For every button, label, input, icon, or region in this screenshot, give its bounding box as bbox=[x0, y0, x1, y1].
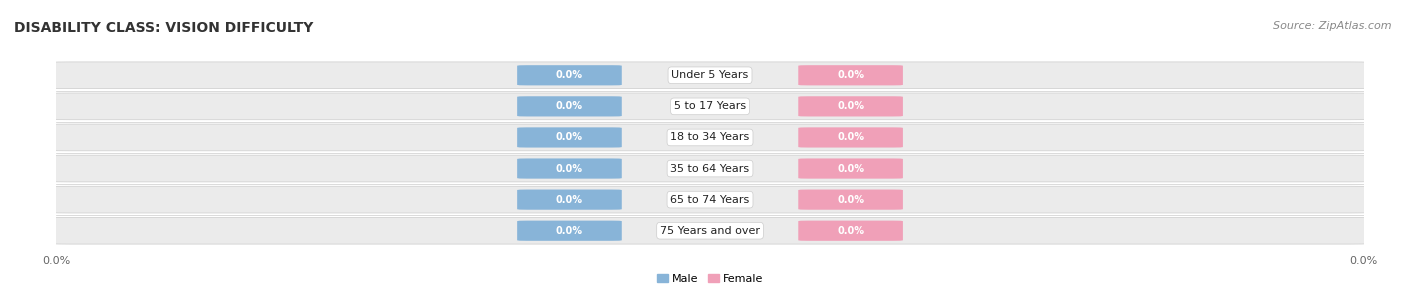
FancyBboxPatch shape bbox=[517, 65, 621, 85]
FancyBboxPatch shape bbox=[799, 189, 903, 210]
Legend: Male, Female: Male, Female bbox=[652, 270, 768, 289]
FancyBboxPatch shape bbox=[799, 96, 903, 117]
Text: Under 5 Years: Under 5 Years bbox=[672, 70, 748, 80]
Text: 0.0%: 0.0% bbox=[837, 226, 865, 236]
Text: 0.0%: 0.0% bbox=[555, 101, 583, 111]
FancyBboxPatch shape bbox=[44, 186, 1376, 213]
Text: 0.0%: 0.0% bbox=[555, 163, 583, 174]
Text: 0.0%: 0.0% bbox=[555, 195, 583, 205]
FancyBboxPatch shape bbox=[44, 155, 1376, 182]
FancyBboxPatch shape bbox=[517, 189, 621, 210]
Text: 65 to 74 Years: 65 to 74 Years bbox=[671, 195, 749, 205]
FancyBboxPatch shape bbox=[44, 217, 1376, 244]
FancyBboxPatch shape bbox=[517, 159, 621, 179]
Text: 0.0%: 0.0% bbox=[555, 70, 583, 80]
FancyBboxPatch shape bbox=[799, 221, 903, 241]
Text: 35 to 64 Years: 35 to 64 Years bbox=[671, 163, 749, 174]
FancyBboxPatch shape bbox=[799, 159, 903, 179]
FancyBboxPatch shape bbox=[44, 124, 1376, 151]
Text: DISABILITY CLASS: VISION DIFFICULTY: DISABILITY CLASS: VISION DIFFICULTY bbox=[14, 21, 314, 35]
Text: 0.0%: 0.0% bbox=[837, 163, 865, 174]
FancyBboxPatch shape bbox=[44, 93, 1376, 120]
FancyBboxPatch shape bbox=[44, 62, 1376, 89]
Text: 0.0%: 0.0% bbox=[837, 70, 865, 80]
Text: 0.0%: 0.0% bbox=[837, 132, 865, 143]
FancyBboxPatch shape bbox=[517, 127, 621, 147]
Text: 0.0%: 0.0% bbox=[837, 195, 865, 205]
Text: 5 to 17 Years: 5 to 17 Years bbox=[673, 101, 747, 111]
Text: 18 to 34 Years: 18 to 34 Years bbox=[671, 132, 749, 143]
FancyBboxPatch shape bbox=[517, 96, 621, 117]
Text: 0.0%: 0.0% bbox=[837, 101, 865, 111]
Text: 0.0%: 0.0% bbox=[555, 226, 583, 236]
FancyBboxPatch shape bbox=[799, 65, 903, 85]
Text: 0.0%: 0.0% bbox=[555, 132, 583, 143]
FancyBboxPatch shape bbox=[517, 221, 621, 241]
FancyBboxPatch shape bbox=[799, 127, 903, 147]
Text: Source: ZipAtlas.com: Source: ZipAtlas.com bbox=[1274, 21, 1392, 32]
Text: 75 Years and over: 75 Years and over bbox=[659, 226, 761, 236]
